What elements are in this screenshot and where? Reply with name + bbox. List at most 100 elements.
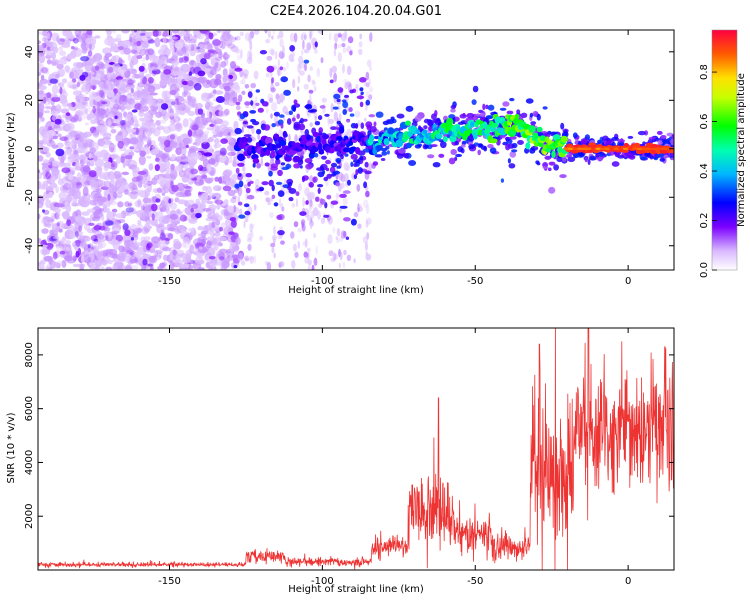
spectrogram-cell	[99, 208, 104, 212]
spectrogram-cell	[51, 168, 60, 176]
y-tick-label: 4000	[24, 450, 35, 475]
spectrogram-cell	[280, 130, 284, 138]
spectrogram-cell	[119, 103, 125, 109]
spectrogram-cell	[206, 201, 214, 204]
spectrogram-cell	[174, 228, 181, 235]
spectrogram-cell	[60, 108, 70, 114]
spectrogram-cell	[670, 138, 674, 146]
spectrogram-cell	[539, 135, 546, 142]
spectrogram-cell	[154, 37, 161, 48]
spectrogram-cell	[359, 77, 367, 83]
spectrogram-cell	[162, 31, 168, 37]
spectrogram-cell	[243, 134, 252, 138]
spectrogram-cell	[76, 68, 84, 74]
spectrogram-cell	[535, 160, 540, 164]
spectrogram-cell	[182, 208, 190, 214]
spectrogram-cell	[234, 127, 242, 135]
spectrogram-cell	[342, 109, 348, 115]
spectrogram-cell	[89, 95, 96, 100]
spectrogram-cell	[192, 142, 197, 146]
spectrogram-cell	[190, 44, 195, 51]
snr-frame	[37, 327, 675, 571]
spectrogram-cell	[291, 259, 296, 269]
spectrogram-cell	[123, 256, 130, 263]
spectrogram-cell	[140, 97, 145, 106]
spectrogram-cell	[77, 198, 87, 205]
spectrogram-cell	[185, 37, 191, 44]
spectrogram-cell	[303, 48, 310, 54]
spectrogram-cell	[335, 182, 341, 187]
spectrogram-cell	[38, 85, 47, 91]
spectrogram-cell	[277, 58, 280, 68]
x-tick-label: -50	[467, 576, 483, 587]
spectrogram-cell	[566, 154, 570, 158]
spectrogram-cell	[99, 90, 105, 98]
spectrogram-cell	[277, 230, 285, 236]
spectrogram-cell	[317, 187, 321, 194]
spectrogram-cell	[220, 61, 227, 68]
spectrogram-cell	[270, 49, 275, 56]
spectrogram-cell	[249, 50, 253, 61]
spectrogram-cell	[138, 65, 145, 72]
spectrogram-cell	[266, 65, 275, 73]
spectrogram-cell	[214, 199, 224, 205]
spectrogram-cell	[136, 84, 143, 92]
spectrogram-cell	[69, 71, 74, 79]
spectrogram-cell	[144, 135, 152, 143]
spectrogram-cell	[307, 247, 311, 253]
spectrogram-cell	[212, 134, 218, 138]
spectrogram-cell	[343, 249, 347, 256]
spectrogram-cell	[107, 72, 111, 81]
spectrogram-cell	[112, 63, 120, 69]
spectrogram-cell	[330, 104, 335, 111]
spectrogram-cell	[299, 165, 303, 169]
spectrogram-cell	[302, 118, 308, 122]
spectrogram-cell	[104, 37, 112, 46]
spectrogram-cell	[74, 162, 82, 170]
spectrogram-cell	[478, 109, 484, 114]
spectrogram-cell	[160, 200, 166, 207]
spectrogram-ticks: -150 -100 -50 0 -40 -20 0 20 40	[24, 30, 674, 287]
spectrogram-cell	[249, 230, 254, 239]
spectrogram-cell	[234, 249, 239, 254]
spectrogram-cell	[237, 153, 245, 162]
spectrogram-cell	[115, 213, 125, 219]
spectrogram-cell	[255, 89, 260, 93]
spectrogram-cell	[147, 183, 153, 193]
spectrogram-cell	[197, 76, 207, 83]
spectrogram-cell	[39, 184, 48, 190]
spectrogram-cell	[365, 253, 372, 261]
spectrogram-cell	[243, 184, 248, 189]
spectrogram-cell	[307, 265, 311, 270]
spectrogram-cell	[195, 212, 202, 219]
spectrogram-cell	[339, 205, 348, 209]
spectrogram-cell	[90, 57, 100, 64]
spectrogram-cell	[46, 59, 52, 65]
spectrogram-cell	[104, 52, 113, 58]
spectrogram-cell	[129, 133, 134, 138]
spectrogram-cell	[98, 172, 107, 179]
spectrogram-cell	[406, 142, 412, 149]
snr-panel: -150 -100 -50 0 2000 4000 6000 8000 Height of s…	[6, 327, 675, 595]
spectrogram-cell	[218, 106, 224, 112]
spectrogram-cell	[201, 136, 208, 144]
spectrogram-cell	[302, 197, 305, 207]
spectrogram-cell	[329, 148, 335, 154]
spectrogram-cell	[254, 96, 258, 102]
spectrogram-cell	[347, 36, 354, 44]
spectrogram-cell	[82, 211, 90, 215]
spectrogram-cell	[191, 248, 197, 253]
spectrogram-cell	[92, 105, 97, 114]
spectrogram-cell	[375, 145, 383, 151]
spectrogram-cell	[314, 41, 318, 48]
snr-ticks: -150 -100 -50 0 2000 4000 6000 8000	[24, 328, 674, 587]
spectrogram-cell	[212, 51, 219, 55]
spectrogram-cell	[156, 98, 164, 104]
spectrogram-cell	[281, 206, 285, 212]
spectrogram-cell	[279, 38, 284, 48]
spectrogram-cell	[207, 221, 216, 231]
spectrogram-cell	[182, 236, 190, 243]
spectrogram-cell	[293, 221, 299, 228]
spectrogram-cell	[343, 230, 347, 238]
spectrogram-cell	[202, 186, 208, 191]
